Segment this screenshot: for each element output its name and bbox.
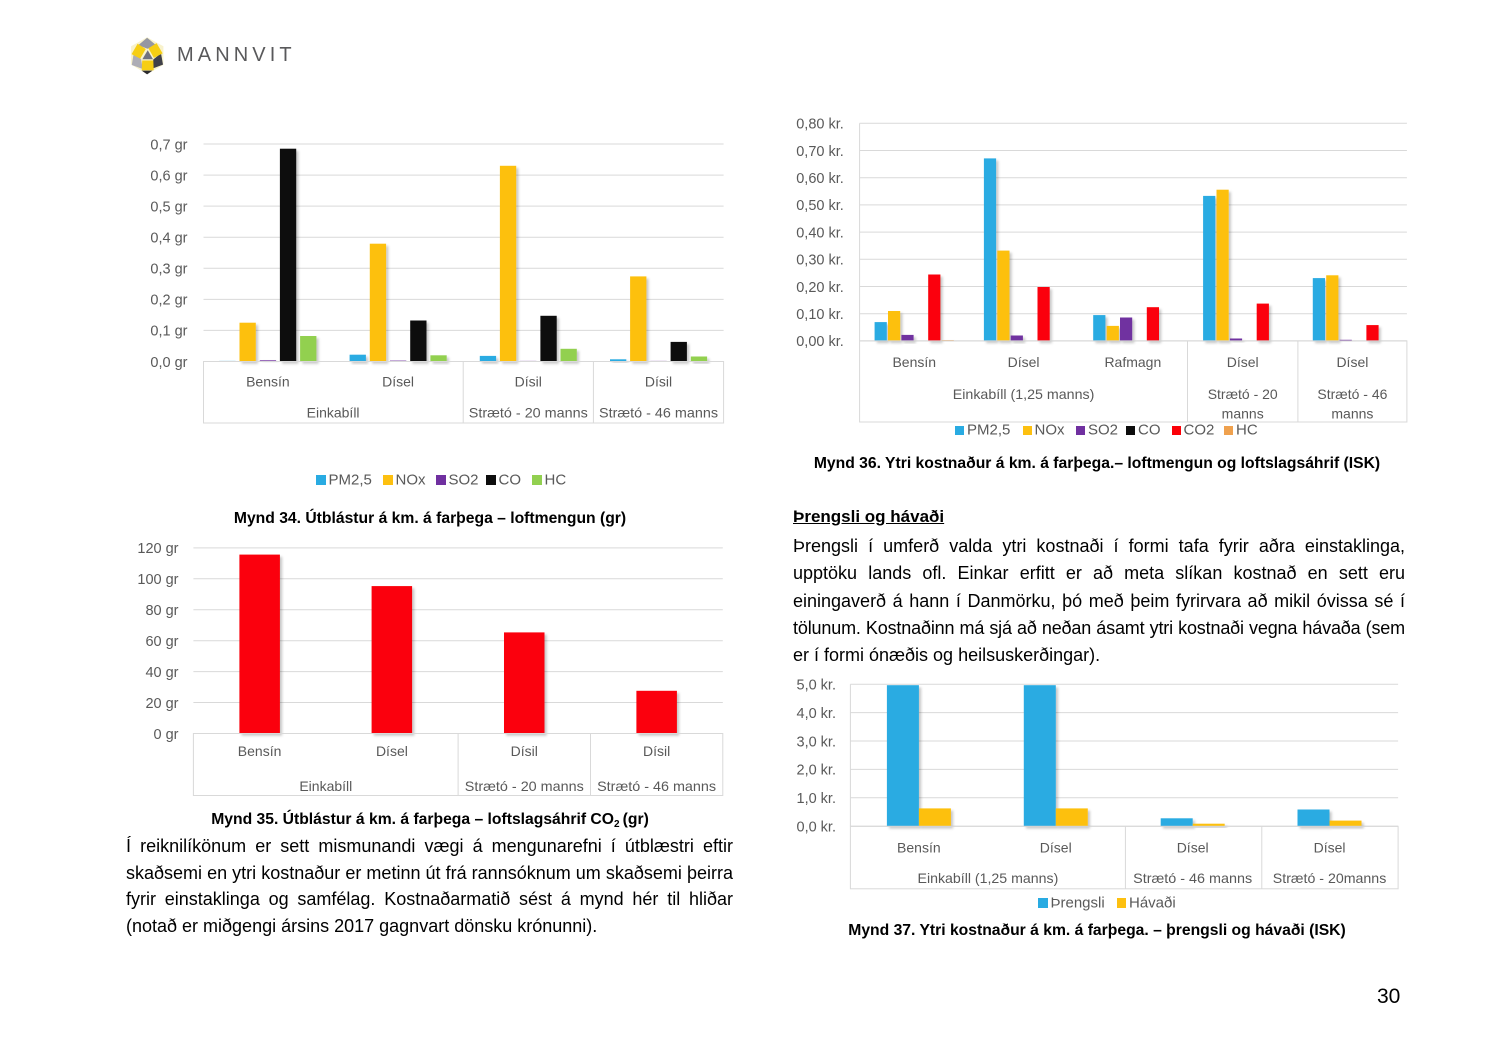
svg-text:3,0 kr.: 3,0 kr. — [797, 734, 837, 750]
svg-text:0,6 gr: 0,6 gr — [150, 168, 187, 184]
svg-text:Dísil: Dísil — [645, 374, 672, 390]
svg-text:Dísel: Dísel — [1314, 840, 1346, 856]
svg-text:1,0 kr.: 1,0 kr. — [797, 791, 837, 807]
svg-text:Strætó - 20manns: Strætó - 20manns — [1273, 870, 1387, 886]
svg-text:Dísil: Dísil — [511, 743, 538, 759]
svg-text:80 gr: 80 gr — [145, 603, 178, 619]
svg-text:0,00 kr.: 0,00 kr. — [796, 334, 844, 350]
svg-text:Strætó - 46 manns: Strætó - 46 manns — [597, 778, 716, 794]
svg-text:Dísel: Dísel — [376, 743, 408, 759]
svg-text:0,3 gr: 0,3 gr — [150, 262, 187, 278]
svg-text:Strætó - 46 manns: Strætó - 46 manns — [599, 405, 718, 421]
svg-text:Strætó - 20: Strætó - 20 — [1208, 386, 1278, 402]
svg-text:Bensín: Bensín — [238, 743, 282, 759]
svg-text:60 gr: 60 gr — [145, 634, 178, 650]
svg-text:Dísel: Dísel — [1177, 840, 1209, 856]
svg-text:0,50 kr.: 0,50 kr. — [796, 198, 844, 214]
svg-text:120 gr: 120 gr — [137, 541, 178, 557]
svg-text:Dísil: Dísil — [643, 743, 670, 759]
svg-text:Einkabíll: Einkabíll — [299, 778, 352, 794]
svg-text:manns: manns — [1331, 406, 1373, 422]
svg-text:Strætó - 20 manns: Strætó - 20 manns — [469, 405, 588, 421]
svg-text:40 gr: 40 gr — [145, 665, 178, 681]
svg-text:20 gr: 20 gr — [145, 696, 178, 712]
svg-text:5,0 kr.: 5,0 kr. — [797, 678, 837, 694]
svg-text:manns: manns — [1222, 406, 1264, 422]
svg-text:0,70 kr.: 0,70 kr. — [796, 144, 844, 160]
svg-text:0,4 gr: 0,4 gr — [150, 231, 187, 247]
svg-text:0,10 kr.: 0,10 kr. — [796, 307, 844, 323]
svg-text:4,0 kr.: 4,0 kr. — [797, 706, 837, 722]
svg-text:Dísel: Dísel — [1227, 354, 1259, 370]
svg-text:0,20 kr.: 0,20 kr. — [796, 280, 844, 296]
svg-text:2,0 kr.: 2,0 kr. — [797, 763, 837, 779]
svg-text:Dísel: Dísel — [382, 374, 414, 390]
svg-text:Einkabíll: Einkabíll — [307, 405, 360, 421]
svg-text:0,40 kr.: 0,40 kr. — [796, 225, 844, 241]
svg-text:Bensín: Bensín — [246, 374, 290, 390]
svg-text:Dísil: Dísil — [515, 374, 542, 390]
svg-text:0,30 kr.: 0,30 kr. — [796, 253, 844, 269]
svg-text:0,1 gr: 0,1 gr — [150, 324, 187, 340]
svg-text:0,0 kr.: 0,0 kr. — [797, 820, 837, 836]
svg-text:100 gr: 100 gr — [137, 572, 178, 588]
svg-text:0,5 gr: 0,5 gr — [150, 200, 187, 216]
svg-text:Dísel: Dísel — [1040, 840, 1072, 856]
svg-text:Bensín: Bensín — [897, 840, 941, 856]
svg-text:Einkabíll (1,25 manns): Einkabíll (1,25 manns) — [918, 870, 1059, 886]
svg-text:0,60 kr.: 0,60 kr. — [796, 171, 844, 187]
svg-text:Rafmagn: Rafmagn — [1104, 354, 1161, 370]
svg-text:Strætó - 20 manns: Strætó - 20 manns — [465, 778, 584, 794]
svg-text:Dísel: Dísel — [1336, 354, 1368, 370]
svg-text:0,2 gr: 0,2 gr — [150, 293, 187, 309]
svg-text:0 gr: 0 gr — [154, 727, 179, 743]
svg-text:Strætó - 46 manns: Strætó - 46 manns — [1133, 870, 1252, 886]
svg-text:Bensín: Bensín — [892, 354, 936, 370]
svg-text:Einkabíll (1,25 manns): Einkabíll (1,25 manns) — [953, 386, 1095, 402]
svg-text:Dísel: Dísel — [1008, 354, 1040, 370]
svg-text:0,7 gr: 0,7 gr — [150, 137, 187, 153]
svg-text:0,0 gr: 0,0 gr — [150, 355, 187, 371]
svg-text:0,80 kr.: 0,80 kr. — [796, 117, 844, 133]
svg-text:Strætó - 46: Strætó - 46 — [1317, 386, 1387, 402]
